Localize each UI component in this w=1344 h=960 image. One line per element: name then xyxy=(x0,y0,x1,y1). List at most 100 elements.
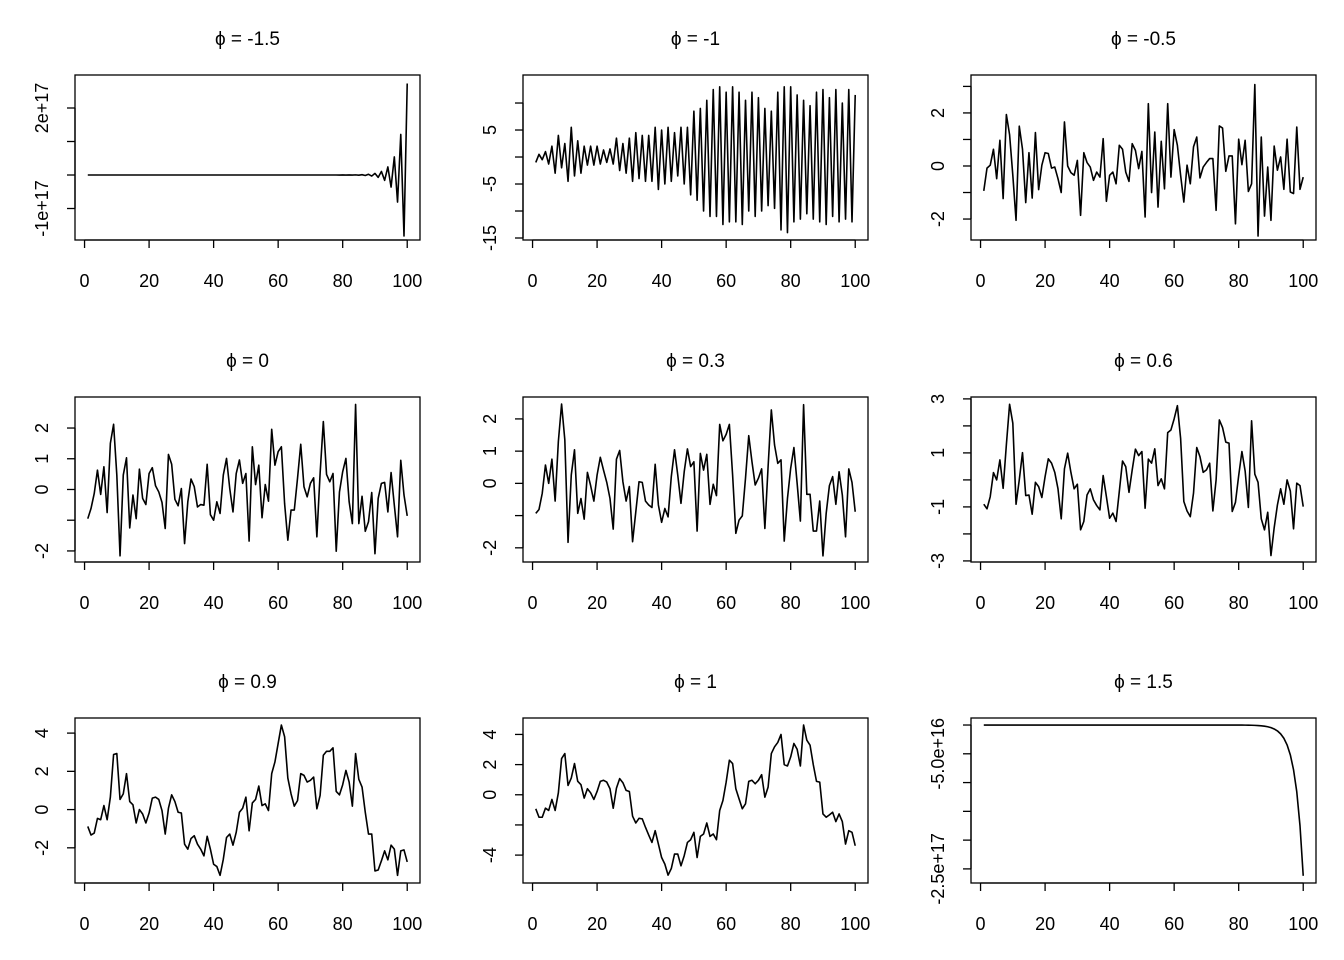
y-tick-label: 4 xyxy=(32,728,52,738)
panel-6: ϕ = 0.6 0 20 40 60 80 100 -3 -1 1 3 xyxy=(928,351,1318,613)
x-tick-label: 60 xyxy=(268,914,288,934)
series-line xyxy=(535,724,856,876)
x-tick-label: 20 xyxy=(587,593,607,613)
x-tick-label: 100 xyxy=(840,914,870,934)
x-tick-label: 60 xyxy=(268,593,288,613)
x-tick-label: 60 xyxy=(1164,593,1184,613)
panel-title: ϕ = 1 xyxy=(674,672,717,693)
y-tick-label: -2.5e+17 xyxy=(928,833,948,905)
y-tick-label: -3 xyxy=(928,553,948,569)
series-line xyxy=(983,403,1305,557)
plot-frame xyxy=(522,717,869,884)
y-tick-label: 1 xyxy=(32,454,52,464)
x-tick-label: 0 xyxy=(976,593,986,613)
y-tick-label: -2 xyxy=(480,540,500,556)
x-tick-label: 100 xyxy=(1288,593,1318,613)
y-tick-label: -5.0e+16 xyxy=(928,718,948,790)
x-tick-label: 100 xyxy=(1288,271,1318,291)
x-tick-label: 20 xyxy=(587,914,607,934)
series-line xyxy=(535,403,857,557)
y-tick-label: 4 xyxy=(480,729,500,739)
y-tick-label: -4 xyxy=(480,847,500,863)
panel-3: ϕ = -0.5 0 20 40 60 80 100 -2 0 2 xyxy=(928,29,1318,291)
panel-5: ϕ = 0.3 0 20 40 60 80 100 -2 0 1 2 xyxy=(480,351,870,613)
panel-9: ϕ = 1.5 0 20 40 60 80 100 -2.5e+17 -5.0e+16 xyxy=(928,672,1318,934)
panel-title: ϕ = -1 xyxy=(671,29,720,50)
panel-title: ϕ = 0.6 xyxy=(1114,351,1173,372)
x-tick-label: 100 xyxy=(392,271,422,291)
series-line xyxy=(87,724,408,877)
panel-title: ϕ = 0 xyxy=(226,351,269,372)
x-tick-label: 20 xyxy=(139,271,159,291)
y-tick-label: -5 xyxy=(480,176,500,192)
x-tick-label: 60 xyxy=(1164,914,1184,934)
y-tick-label: -2 xyxy=(928,211,948,227)
panel-2: ϕ = -1 0 20 40 60 80 100 -15 -5 5 xyxy=(480,29,870,291)
x-tick-label: 40 xyxy=(204,271,224,291)
y-tick-label: -1 xyxy=(928,499,948,515)
y-tick-label: -15 xyxy=(480,225,500,251)
y-tick-label: -2 xyxy=(32,840,52,856)
y-tick-label: 0 xyxy=(32,805,52,815)
x-tick-label: 60 xyxy=(268,271,288,291)
x-tick-label: 40 xyxy=(652,593,672,613)
x-tick-label: 80 xyxy=(1229,914,1249,934)
x-tick-label: 0 xyxy=(976,914,986,934)
x-tick-label: 20 xyxy=(587,271,607,291)
x-tick-label: 80 xyxy=(781,593,801,613)
x-tick-label: 40 xyxy=(1100,271,1120,291)
panel-8: ϕ = 1 0 20 40 60 80 100 -4 0 2 4 xyxy=(480,672,870,934)
x-tick-label: 80 xyxy=(333,271,353,291)
x-tick-label: 0 xyxy=(528,593,538,613)
y-tick-label: -2 xyxy=(32,543,52,559)
series-line xyxy=(87,83,409,237)
x-tick-label: 60 xyxy=(716,271,736,291)
y-tick-label: 2 xyxy=(928,108,948,118)
series-line xyxy=(87,403,409,557)
x-tick-label: 60 xyxy=(716,914,736,934)
x-tick-label: 40 xyxy=(1100,914,1120,934)
panel-title: ϕ = -1.5 xyxy=(215,29,280,50)
x-tick-label: 40 xyxy=(652,914,672,934)
y-tick-label: -1e+17 xyxy=(32,180,52,237)
plot-frame xyxy=(74,717,421,884)
x-tick-label: 0 xyxy=(528,914,538,934)
series-line xyxy=(982,83,1304,237)
x-tick-label: 0 xyxy=(80,914,90,934)
x-tick-label: 80 xyxy=(333,593,353,613)
x-tick-label: 0 xyxy=(80,271,90,291)
x-tick-label: 0 xyxy=(528,271,538,291)
y-tick-label: 0 xyxy=(928,161,948,171)
y-tick-label: 0 xyxy=(480,478,500,488)
x-tick-label: 100 xyxy=(392,593,422,613)
y-tick-label: 2e+17 xyxy=(32,83,52,134)
y-tick-label: 5 xyxy=(480,125,500,135)
x-tick-label: 100 xyxy=(840,593,870,613)
x-tick-label: 0 xyxy=(976,271,986,291)
series-line xyxy=(983,724,1305,876)
x-tick-label: 100 xyxy=(392,914,422,934)
plot-frame xyxy=(970,717,1317,884)
x-tick-label: 80 xyxy=(1229,271,1249,291)
x-tick-label: 60 xyxy=(716,593,736,613)
x-tick-label: 0 xyxy=(80,593,90,613)
y-tick-label: 2 xyxy=(32,423,52,433)
y-tick-label: 2 xyxy=(32,766,52,776)
panel-4: ϕ = 0 0 20 40 60 80 100 -2 0 1 2 xyxy=(32,351,422,613)
panel-7: ϕ = 0.9 0 20 40 60 80 100 -2 0 2 4 xyxy=(32,672,422,934)
panel-title: ϕ = -0.5 xyxy=(1111,29,1176,50)
x-tick-label: 20 xyxy=(139,593,159,613)
y-tick-label: 2 xyxy=(480,414,500,424)
series-line xyxy=(535,86,857,234)
x-tick-label: 40 xyxy=(204,593,224,613)
x-tick-label: 20 xyxy=(139,914,159,934)
y-tick-label: 0 xyxy=(480,790,500,800)
x-tick-label: 80 xyxy=(1229,593,1249,613)
y-tick-label: 2 xyxy=(480,760,500,770)
x-tick-label: 20 xyxy=(1035,271,1055,291)
panel-title: ϕ = 0.3 xyxy=(666,351,725,372)
x-tick-label: 40 xyxy=(204,914,224,934)
y-tick-label: 3 xyxy=(928,394,948,404)
x-tick-label: 40 xyxy=(652,271,672,291)
